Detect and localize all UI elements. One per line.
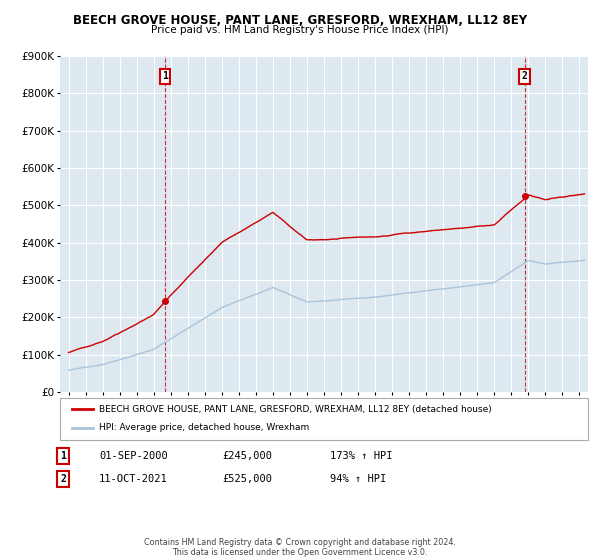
Text: 173% ↑ HPI: 173% ↑ HPI — [330, 451, 392, 461]
Text: 11-OCT-2021: 11-OCT-2021 — [99, 474, 168, 484]
Text: £525,000: £525,000 — [222, 474, 272, 484]
Text: 94% ↑ HPI: 94% ↑ HPI — [330, 474, 386, 484]
Text: Price paid vs. HM Land Registry's House Price Index (HPI): Price paid vs. HM Land Registry's House … — [151, 25, 449, 35]
Text: 2: 2 — [522, 71, 527, 81]
Text: BEECH GROVE HOUSE, PANT LANE, GRESFORD, WREXHAM, LL12 8EY (detached house): BEECH GROVE HOUSE, PANT LANE, GRESFORD, … — [99, 405, 492, 414]
Text: 1: 1 — [162, 71, 168, 81]
Text: 01-SEP-2000: 01-SEP-2000 — [99, 451, 168, 461]
Text: BEECH GROVE HOUSE, PANT LANE, GRESFORD, WREXHAM, LL12 8EY: BEECH GROVE HOUSE, PANT LANE, GRESFORD, … — [73, 14, 527, 27]
Text: HPI: Average price, detached house, Wrexham: HPI: Average price, detached house, Wrex… — [99, 423, 309, 432]
Text: 1: 1 — [60, 451, 66, 461]
Text: Contains HM Land Registry data © Crown copyright and database right 2024.
This d: Contains HM Land Registry data © Crown c… — [144, 538, 456, 557]
Text: £245,000: £245,000 — [222, 451, 272, 461]
Text: 2: 2 — [60, 474, 66, 484]
